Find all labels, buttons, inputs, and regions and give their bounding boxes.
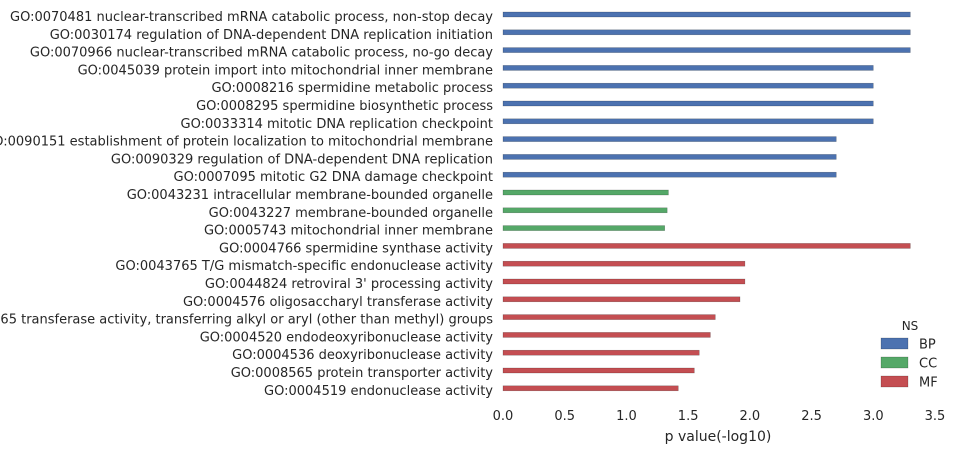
y-tick-label: GO:0070966 nuclear-transcribed mRNA cata… — [30, 46, 493, 61]
y-tick-label: GO:0045039 protein import into mitochond… — [78, 63, 493, 78]
x-tick-labels: 0.0 0.5 1.0 1.5 2.0 2.5 3.0 3.5 — [493, 409, 946, 424]
bar — [502, 332, 711, 338]
bar — [502, 65, 874, 71]
legend-label: MF — [919, 376, 938, 391]
y-tick-label: GO:0016765 transferase activity, transfe… — [0, 313, 493, 328]
y-tick-label: GO:0090151 establishment of protein loca… — [0, 135, 493, 150]
y-tick-label: GO:0004576 oligosaccharyl transferase ac… — [183, 295, 493, 310]
y-tick-label: GO:0004519 endonuclease activity — [264, 384, 493, 399]
legend-label: CC — [919, 357, 937, 372]
bar — [502, 243, 911, 249]
bar — [502, 82, 874, 89]
bar — [502, 296, 741, 303]
bar — [502, 225, 665, 231]
bar — [502, 100, 874, 107]
bar — [502, 171, 837, 178]
x-tick-label: 3.5 — [925, 409, 946, 424]
bar — [502, 136, 837, 142]
x-tick-label: 0.5 — [554, 409, 575, 424]
y-tick-label: GO:0007095 mitotic G2 DNA damage checkpo… — [174, 170, 493, 185]
bar — [502, 189, 669, 196]
x-axis-label: p value(-log10) — [665, 429, 772, 445]
bar — [502, 385, 679, 392]
y-tick-label: GO:0043231 intracellular membrane-bounde… — [127, 188, 493, 203]
x-tick-label: 2.5 — [801, 409, 822, 424]
x-tick-label: 0.0 — [493, 409, 514, 424]
y-tick-labels: GO:0070481 nuclear-transcribed mRNA cata… — [0, 10, 493, 399]
y-tick-label: GO:0070481 nuclear-transcribed mRNA cata… — [10, 10, 493, 25]
y-tick-label: GO:0005743 mitochondrial inner membrane — [204, 224, 493, 239]
legend-swatch — [880, 356, 909, 369]
y-tick-label: GO:0044824 retroviral 3' processing acti… — [205, 277, 493, 292]
legend-swatch — [880, 337, 909, 350]
x-tick-label: 1.0 — [616, 409, 637, 424]
bar — [502, 118, 874, 125]
legend-title: NS — [902, 319, 919, 333]
legend-label: BP — [919, 338, 936, 353]
bar — [502, 367, 695, 374]
bar-group — [502, 11, 911, 392]
y-tick-label: GO:0033314 mitotic DNA replication check… — [181, 117, 493, 132]
y-tick-label: GO:0004536 deoxyribonuclease activity — [232, 348, 493, 363]
bar — [502, 154, 837, 160]
bar — [502, 260, 746, 267]
x-tick-label: 2.0 — [740, 409, 761, 424]
y-tick-label: GO:0008565 protein transporter activity — [231, 366, 494, 381]
bar — [502, 11, 911, 18]
bar — [502, 314, 716, 320]
y-tick-label: GO:0090329 regulation of DNA-dependent D… — [111, 152, 493, 167]
y-tick-label: GO:0030174 regulation of DNA-dependent D… — [50, 28, 493, 43]
bar — [502, 349, 700, 356]
bar — [502, 207, 668, 214]
bar — [502, 47, 911, 53]
y-tick-label: GO:0004766 spermidine synthase activity — [219, 241, 493, 256]
y-tick-label: GO:0008295 spermidine biosynthetic proce… — [196, 99, 493, 114]
legend-swatch — [880, 375, 909, 388]
legend: NS BP CC MF — [880, 319, 938, 391]
y-tick-label: GO:0008216 spermidine metabolic process — [211, 81, 493, 96]
bar — [502, 278, 746, 285]
x-tick-label: 1.5 — [678, 409, 699, 424]
y-tick-label: GO:0043765 T/G mismatch-specific endonuc… — [115, 259, 493, 274]
x-tick-label: 3.0 — [863, 409, 884, 424]
y-tick-label: GO:0004520 endodeoxyribonuclease activit… — [200, 330, 494, 345]
bar — [502, 29, 911, 36]
y-tick-label: GO:0043227 membrane-bounded organelle — [209, 206, 493, 221]
